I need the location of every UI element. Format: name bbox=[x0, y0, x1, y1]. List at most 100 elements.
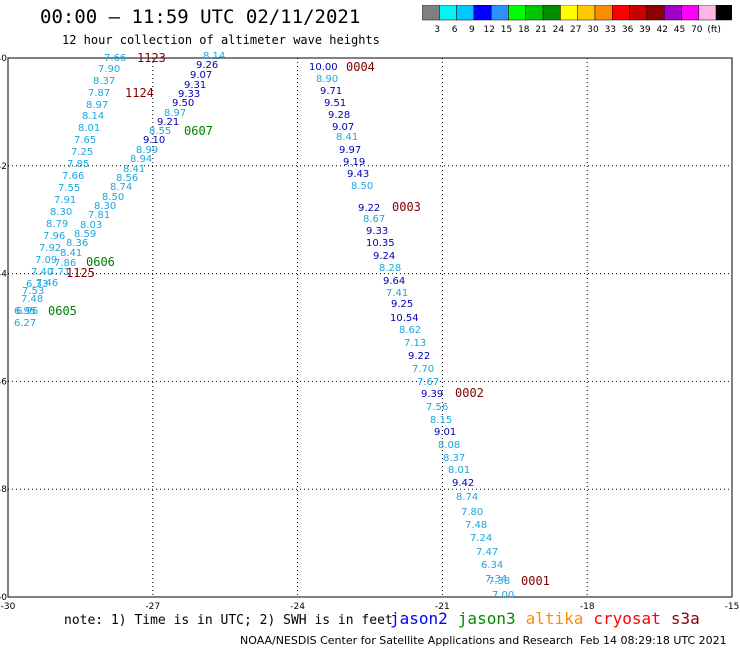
colorbar-label: 30 bbox=[587, 25, 599, 35]
colorbar-label: 27 bbox=[570, 25, 581, 35]
swh-value: 7.65 bbox=[74, 135, 96, 146]
colorbar-label: 9 bbox=[469, 25, 475, 35]
colorbar-label: 12 bbox=[483, 25, 494, 35]
swh-value: 7.00 bbox=[492, 590, 514, 601]
swh-value: 9.21 bbox=[157, 117, 179, 128]
lon-tick-label: -30 bbox=[1, 602, 16, 610]
time-stamp-label: 0001 bbox=[521, 574, 550, 588]
swh-value: 6.34 bbox=[481, 560, 503, 571]
map-title: 00:00 – 11:59 UTC 02/11/2021 bbox=[40, 6, 361, 28]
swh-value: 9.07 bbox=[190, 70, 212, 81]
time-stamp-label: 0002 bbox=[455, 386, 484, 400]
swh-value: 8.56 bbox=[116, 173, 138, 184]
legend-entry-jason2: jason2 bbox=[390, 609, 448, 628]
swh-value: 7.90 bbox=[98, 64, 120, 75]
legend-entry-cryosat: cryosat bbox=[593, 609, 661, 628]
map-subtitle: 12 hour collection of altimeter wave hei… bbox=[62, 33, 380, 47]
colorbar-label: 36 bbox=[622, 25, 634, 35]
swh-value: 8.30 bbox=[94, 201, 116, 212]
time-stamp-label: 0605 bbox=[48, 304, 77, 318]
generated-timestamp: Feb 14 08:29:18 UTC 2021 bbox=[580, 634, 727, 647]
lon-tick-label: -15 bbox=[725, 602, 740, 610]
swh-value: 8.28 bbox=[379, 263, 401, 274]
lat-tick-label: -44 bbox=[0, 270, 7, 280]
swh-value: 7.56 bbox=[426, 402, 448, 413]
swh-value: 9.22 bbox=[358, 203, 380, 214]
swh-value: 8.59 bbox=[74, 229, 96, 240]
colorbar-swatch bbox=[715, 5, 732, 21]
swh-value: 7.48 bbox=[21, 294, 43, 305]
swh-value: 7.92 bbox=[39, 243, 61, 254]
swh-value: 7.46 bbox=[36, 278, 58, 289]
swh-value: 9.33 bbox=[366, 226, 388, 237]
swh-value: 8.03 bbox=[80, 220, 102, 231]
swh-value: 8.74 bbox=[110, 182, 132, 193]
lat-tick-label: -48 bbox=[0, 485, 7, 495]
swh-value: 9.26 bbox=[196, 60, 218, 71]
swh-value: 8.79 bbox=[46, 219, 68, 230]
swh-value: 8.90 bbox=[316, 74, 338, 85]
credit-text: NOAA/NESDIS Center for Satellite Applica… bbox=[240, 634, 574, 647]
swh-value: 7.71 bbox=[48, 267, 70, 278]
swh-value: 9.01 bbox=[434, 427, 456, 438]
swh-value: 9.39 bbox=[421, 389, 443, 400]
swh-value: 9.10 bbox=[143, 135, 165, 146]
swh-value: 7.86 bbox=[54, 258, 76, 269]
colorbar-label: 6 bbox=[452, 25, 458, 35]
swh-value: 10.35 bbox=[366, 238, 395, 249]
swh-value: 9.28 bbox=[328, 110, 350, 121]
swh-value: 6.27 bbox=[14, 318, 36, 329]
color-scale-legend: 3 6 9 12 15 18 21 24 27 30 33 36 39 42 45 70 (ft) bbox=[422, 5, 732, 35]
swh-value: 9.50 bbox=[172, 98, 194, 109]
swh-value: 8.62 bbox=[399, 325, 421, 336]
swh-value: 10.54 bbox=[390, 313, 419, 324]
swh-value: 10.00 bbox=[309, 62, 338, 73]
time-stamp-label: 1123 bbox=[137, 51, 166, 65]
swh-value: 9.43 bbox=[347, 169, 369, 180]
swh-value: 9.31 bbox=[184, 80, 206, 91]
time-stamp-label: 0606 bbox=[86, 255, 115, 269]
colorbar-label: 21 bbox=[535, 25, 546, 35]
colorbar-label: 18 bbox=[518, 25, 530, 35]
swh-value: 6.33 bbox=[26, 279, 48, 290]
colorbar-label: 39 bbox=[639, 25, 651, 35]
swh-value: 9.51 bbox=[324, 98, 346, 109]
lat-tick-label: -40 bbox=[0, 54, 7, 64]
swh-value: 6.96 bbox=[16, 306, 38, 317]
swh-value: 7.81 bbox=[88, 210, 110, 221]
time-stamp-label: 0003 bbox=[392, 200, 421, 214]
swh-value: 9.42 bbox=[452, 478, 474, 489]
swh-value: 9.22 bbox=[408, 351, 430, 362]
swh-value: 7.40 bbox=[31, 267, 53, 278]
colorbar-label: 45 bbox=[674, 25, 685, 35]
colorbar-label: 3 bbox=[434, 25, 440, 35]
swh-value: 7.85 bbox=[67, 159, 89, 170]
swh-value: 9.33 bbox=[178, 89, 200, 100]
swh-value: 8.41 bbox=[123, 164, 145, 175]
swh-value: 7.38 bbox=[488, 576, 510, 587]
swh-value: 8.30 bbox=[50, 207, 72, 218]
altimeter-map: -30 -27 -24 -21 -18 -15 -40 -42 -44 -46 -48 -50 7.66… bbox=[0, 51, 740, 610]
swh-value: 8.37 bbox=[443, 453, 465, 464]
swh-value: 9.07 bbox=[332, 122, 354, 133]
swh-value: 8.14 bbox=[203, 51, 225, 62]
lon-tick-label: -27 bbox=[145, 602, 160, 610]
colorbar-label: 42 bbox=[656, 25, 667, 35]
legend-entry-altika: altika bbox=[525, 609, 584, 628]
lat-tick-label: -42 bbox=[0, 162, 7, 172]
footer-note: note: 1) Time is in UTC; 2) SWH is in fe… bbox=[64, 613, 393, 628]
swh-value: 8.55 bbox=[149, 126, 171, 137]
lon-tick-label: -21 bbox=[435, 602, 450, 610]
swh-value: 9.71 bbox=[320, 86, 342, 97]
swh-value: 7.48 bbox=[465, 520, 487, 531]
swh-value: 9.64 bbox=[383, 276, 405, 287]
satellite-legend: jason2 jason3 altika cryosat s3a bbox=[390, 609, 710, 628]
swh-value: 7.80 bbox=[461, 507, 483, 518]
lon-tick-label: -18 bbox=[580, 602, 595, 610]
colorbar-label: 24 bbox=[553, 25, 565, 35]
swh-value: 9.19 bbox=[343, 157, 365, 168]
swh-value: 8.36 bbox=[66, 238, 88, 249]
lat-tick-label: -50 bbox=[0, 593, 7, 603]
swh-value: 9.25 bbox=[391, 299, 413, 310]
swh-value: 7.70 bbox=[412, 364, 434, 375]
